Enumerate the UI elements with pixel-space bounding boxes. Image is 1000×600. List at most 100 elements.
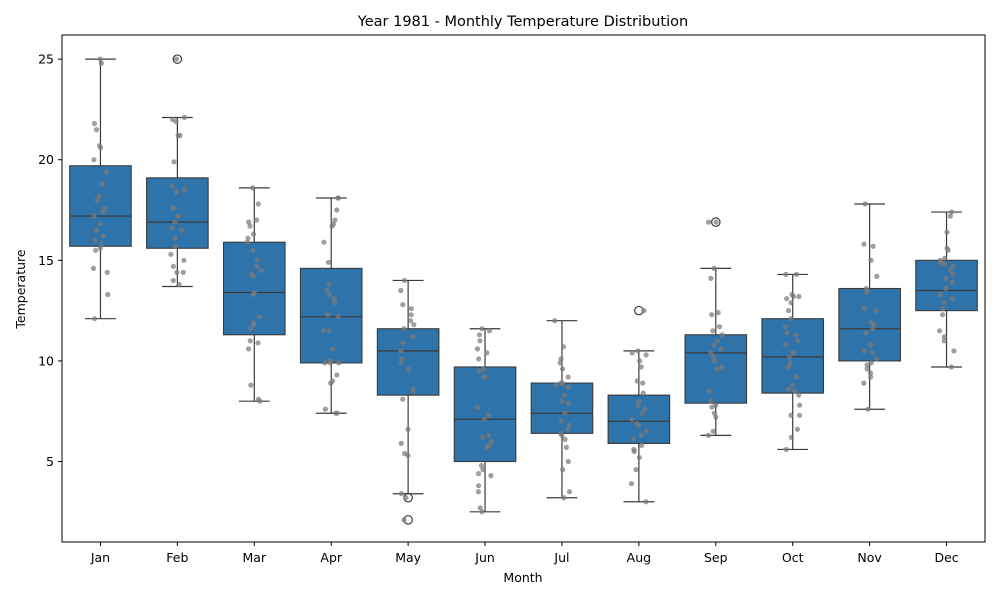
data-point — [867, 370, 874, 376]
data-point — [254, 217, 260, 223]
data-point — [334, 207, 340, 213]
y-tick-label: 25 — [38, 52, 54, 67]
data-point — [638, 432, 644, 438]
data-point — [639, 410, 645, 416]
data-point — [481, 416, 487, 422]
data-point — [864, 289, 870, 296]
data-point — [786, 386, 792, 392]
data-point — [181, 257, 187, 263]
data-point — [793, 374, 799, 380]
x-tick-label: Jul — [553, 550, 569, 565]
data-point — [398, 348, 404, 354]
data-point — [321, 239, 327, 245]
points-apr — [321, 195, 342, 416]
x-tick-label: Oct — [782, 550, 804, 565]
data-point — [870, 326, 876, 332]
data-point — [941, 334, 947, 340]
data-point — [325, 259, 332, 265]
data-point — [709, 404, 715, 410]
box — [376, 328, 440, 396]
data-point — [558, 356, 564, 362]
data-point — [951, 348, 957, 354]
data-point — [247, 223, 253, 229]
data-point — [793, 271, 800, 277]
data-point — [481, 374, 487, 380]
data-point — [399, 356, 405, 362]
data-point — [173, 118, 179, 125]
data-point — [631, 436, 637, 442]
data-point — [398, 360, 404, 366]
y-axis: 5 10 15 20 25 — [38, 52, 62, 469]
data-point — [408, 312, 414, 318]
data-point — [92, 237, 98, 243]
x-tick-label: Jun — [474, 550, 495, 565]
data-point — [486, 432, 492, 438]
data-point — [709, 312, 715, 318]
data-point — [332, 217, 338, 223]
data-point — [786, 364, 792, 370]
data-point — [92, 316, 98, 322]
data-point — [398, 440, 404, 446]
data-point — [643, 428, 650, 434]
data-point — [486, 328, 493, 334]
data-point — [558, 418, 564, 424]
data-point — [408, 318, 414, 324]
data-point — [950, 271, 956, 277]
data-point — [708, 275, 714, 281]
data-point — [949, 296, 956, 302]
data-point — [861, 241, 867, 247]
data-point — [102, 205, 108, 211]
data-point — [401, 277, 408, 284]
data-point — [942, 261, 948, 267]
data-point — [246, 219, 252, 225]
data-point — [566, 422, 572, 428]
data-point — [177, 133, 183, 139]
data-point — [787, 360, 793, 366]
x-tick-label: Feb — [166, 550, 188, 565]
data-point — [168, 251, 174, 257]
data-point — [254, 263, 260, 269]
data-point — [795, 338, 801, 344]
data-point — [103, 169, 109, 175]
data-point — [947, 267, 954, 273]
plot-frame — [61, 34, 986, 543]
box-group-may — [376, 279, 440, 525]
data-point — [708, 398, 714, 404]
data-point — [170, 263, 176, 269]
data-point — [797, 412, 803, 418]
data-point — [788, 434, 795, 440]
data-point — [257, 398, 263, 404]
data-point — [93, 127, 100, 133]
data-point — [710, 328, 716, 334]
data-point — [324, 287, 330, 294]
data-point — [179, 227, 185, 233]
data-point — [643, 352, 649, 358]
data-point — [941, 338, 947, 344]
data-point — [711, 265, 717, 271]
data-point — [176, 281, 182, 288]
data-point — [400, 396, 406, 402]
data-point — [335, 195, 341, 201]
data-point — [170, 277, 176, 284]
data-point — [941, 300, 947, 306]
data-point — [335, 314, 341, 320]
data-point — [628, 481, 635, 487]
data-point — [248, 326, 254, 332]
data-point — [182, 187, 188, 193]
data-point — [782, 324, 789, 330]
data-point — [865, 406, 871, 412]
data-point — [398, 287, 404, 294]
data-point — [480, 467, 486, 473]
data-point — [172, 219, 178, 225]
data-point — [562, 436, 568, 442]
data-point — [561, 392, 568, 398]
points-jan — [90, 56, 111, 322]
data-point — [247, 338, 253, 344]
data-point — [410, 388, 416, 394]
outlier-marker — [710, 217, 721, 227]
data-point — [91, 157, 97, 163]
data-point — [488, 473, 494, 479]
data-point — [870, 243, 876, 249]
x-tick-label: Mar — [242, 550, 266, 565]
box — [838, 287, 901, 362]
